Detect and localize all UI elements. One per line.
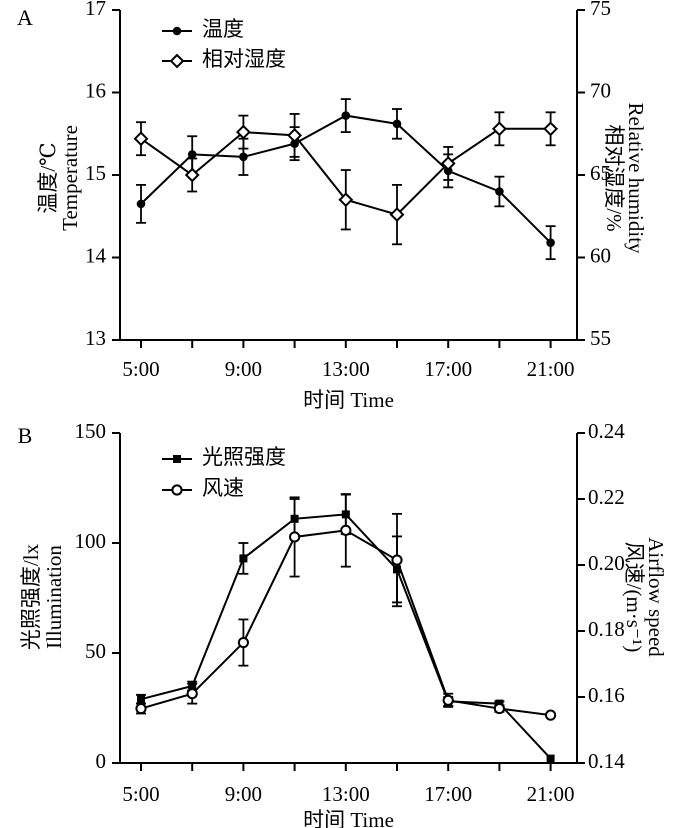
- data-point: [391, 554, 403, 566]
- y-tick-label-right: 0.24: [588, 419, 625, 443]
- series-2: [133, 111, 559, 246]
- panel-label: B: [18, 423, 33, 448]
- data-point: [491, 121, 507, 137]
- y-tick-label-left: 14: [85, 243, 107, 267]
- data-point: [173, 455, 181, 463]
- data-point: [340, 524, 352, 536]
- y-tick-label-left: 13: [85, 326, 106, 350]
- data-point: [341, 111, 351, 120]
- y-tick-label-left: 16: [85, 78, 106, 102]
- y-tick-label-right: 0.22: [588, 485, 625, 509]
- data-point: [171, 484, 183, 496]
- data-point: [546, 238, 555, 247]
- data-point: [442, 694, 454, 706]
- data-point: [338, 192, 354, 208]
- data-point: [543, 121, 559, 137]
- data-point: [136, 199, 146, 209]
- x-tick-label: 13:00: [322, 357, 370, 381]
- panel-label: A: [17, 5, 33, 30]
- data-point: [187, 150, 197, 159]
- y-tick-label-right: 0.14: [588, 749, 625, 773]
- y-axis-label-right: 风速/(m·s⁻¹): [622, 542, 646, 653]
- y-tick-label-left: 17: [85, 0, 106, 20]
- x-tick-label: 9:00: [225, 357, 262, 381]
- y-tick-label-right: 75: [590, 0, 611, 20]
- x-tick-label: 13:00: [322, 782, 370, 806]
- panel-a: A 13 14 15 16 17 55 60 65 70 75 5:00 9:00 13:00 17:00 2…: [17, 0, 648, 412]
- data-point: [137, 695, 145, 704]
- y-tick-label-left: 150: [75, 419, 107, 443]
- data-point: [235, 124, 251, 140]
- x-tick-label: 9:00: [225, 782, 262, 806]
- y-tick-label-right: 0.16: [588, 683, 625, 707]
- data-point: [169, 53, 185, 69]
- y-tick-label-left: 50: [85, 639, 106, 663]
- x-tick-label: 17:00: [424, 357, 472, 381]
- y-axis-label-left: 温度/℃: [36, 142, 60, 213]
- y-tick-label-right: 65: [590, 161, 611, 185]
- data-point: [239, 152, 248, 162]
- legend-label: 温度: [202, 17, 244, 41]
- y-tick-label-left: 0: [96, 749, 107, 773]
- data-point: [184, 167, 200, 183]
- data-point: [389, 207, 405, 223]
- data-point: [237, 636, 249, 649]
- y-axis-label-right: 相对湿度/%: [602, 124, 626, 231]
- y-tick-label-right: 0.18: [588, 617, 625, 641]
- x-axis-label: 时间 Time: [303, 808, 394, 828]
- legend-label: 风速: [202, 476, 244, 500]
- data-point: [495, 187, 504, 196]
- data-point: [172, 26, 182, 36]
- data-point: [545, 709, 557, 721]
- y-axis-label-left: Illumination: [42, 545, 66, 649]
- y-axis-label-right: Relative humidity: [624, 102, 648, 254]
- legend-label: 光照强度: [202, 445, 286, 469]
- x-tick-label: 5:00: [122, 357, 159, 381]
- data-point: [135, 702, 147, 715]
- data-point: [392, 119, 402, 129]
- x-tick-label: 21:00: [527, 782, 575, 806]
- y-tick-label-right: 55: [590, 326, 611, 350]
- data-point: [440, 156, 456, 171]
- y-axis-label-right: Airflow speed: [644, 537, 668, 657]
- series-2: [135, 493, 557, 721]
- x-axis-label: 时间 Time: [303, 388, 394, 412]
- data-point: [186, 688, 198, 700]
- y-axis-label-left: Temperature: [58, 125, 82, 231]
- y-axis-label-left: 光照强度/lx: [19, 543, 43, 650]
- y-tick-label-right: 60: [590, 243, 611, 267]
- data-point: [239, 554, 248, 563]
- legend-label: 相对湿度: [202, 47, 286, 71]
- x-tick-label: 17:00: [424, 782, 472, 806]
- y-tick-label-right: 70: [590, 78, 611, 102]
- data-point: [546, 754, 555, 763]
- x-tick-label: 5:00: [122, 782, 159, 806]
- data-point: [133, 131, 149, 147]
- x-tick-label: 21:00: [527, 357, 575, 381]
- y-tick-label-left: 100: [75, 529, 107, 553]
- panel-b: B 0 50 100 150 0.14 0.16 0.18 0.20 0.22 0.24 5:00 9:…: [18, 419, 669, 828]
- data-point: [289, 531, 301, 543]
- data-point: [493, 702, 505, 715]
- data-point: [287, 127, 303, 143]
- series-1: [136, 98, 556, 261]
- y-tick-label-left: 15: [85, 161, 106, 185]
- y-tick-label-right: 0.20: [588, 551, 625, 575]
